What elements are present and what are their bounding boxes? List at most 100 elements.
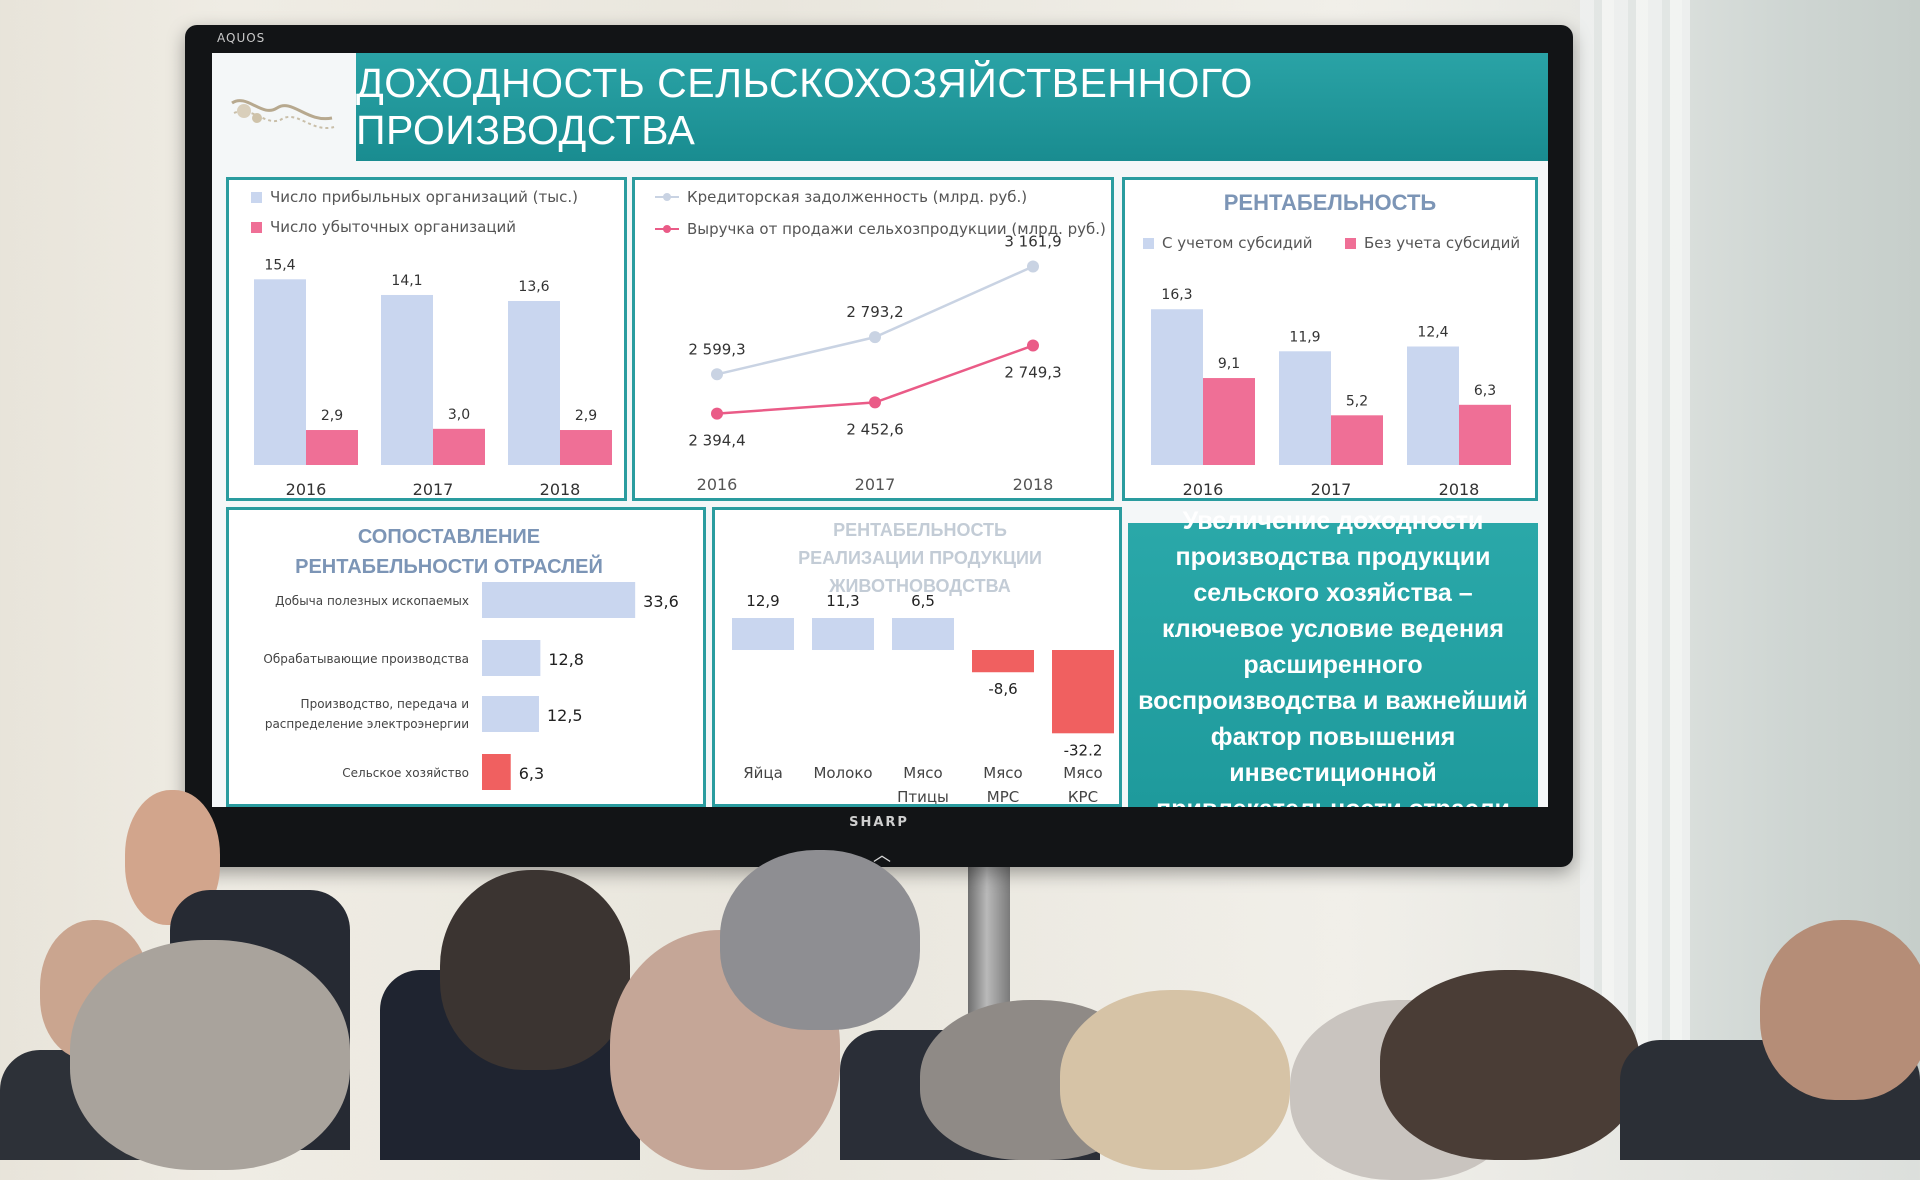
data-label: 15,4 <box>264 257 295 273</box>
panel-debt-revenue: Кредиторская задолженность (млрд. руб.) … <box>632 177 1114 501</box>
legend-line-marker-pink <box>655 225 679 233</box>
bar-4 <box>972 650 1034 673</box>
legend-label: Кредиторская задолженность (млрд. руб.) <box>687 188 1028 206</box>
panel-title: СОПОСТАВЛЕНИЕ РЕНТАБЕЛЬНОСТИ ОТРАСЛЕЙ <box>295 526 603 578</box>
data-point <box>711 407 723 420</box>
emblem-logo-icon <box>231 99 335 130</box>
data-label: 13,6 <box>518 279 549 295</box>
legend-label: Выручка от продажи сельхозпродукции (млр… <box>687 220 1106 238</box>
audience <box>0 790 1920 1180</box>
data-label: 33,6 <box>643 592 679 611</box>
legend-line-marker-grey <box>655 193 679 201</box>
bar-3 <box>892 618 954 650</box>
data-label: 9,1 <box>1218 356 1240 372</box>
category-label: Мясо <box>983 764 1022 782</box>
bar-blue-2017 <box>381 294 433 465</box>
legend-item-with-subsidies: С учетом субсидий <box>1143 234 1312 252</box>
bar-5 <box>1052 650 1114 734</box>
legend-swatch-pink <box>1345 237 1356 249</box>
bar-blue-2016 <box>254 279 306 465</box>
data-label: 11,3 <box>826 592 859 610</box>
data-point <box>869 331 881 344</box>
x-tick-label: 2018 <box>1439 480 1480 498</box>
tv-brand-top: AQUOS <box>217 31 266 45</box>
livestock-bar-chart: 12,9 Яйца 11,3 Молоко 6,5 Мясо Птицы -8,6 Мясо МР… <box>732 592 1114 804</box>
legend-label: С учетом субсидий <box>1162 234 1313 252</box>
key-message-callout: Увеличение доходности производства проду… <box>1128 507 1538 807</box>
tv-screen: ДОХОДНОСТЬ СЕЛЬСКОХОЗЯЙСТВЕННОГО ПРОИЗВО… <box>212 53 1548 807</box>
data-label: 12,5 <box>547 706 583 725</box>
data-label: -8,6 <box>988 680 1017 698</box>
legend-item-profitable: Число прибыльных организаций (тыс.) <box>251 188 578 206</box>
category-label: Сельское хозяйство <box>342 766 469 780</box>
x-tick-label: 2017 <box>855 475 896 494</box>
data-label: 6,5 <box>911 592 935 610</box>
tv-brand-bottom: SHARP <box>849 815 909 830</box>
legend-swatch-blue <box>1143 237 1154 249</box>
slide-title: ДОХОДНОСТЬ СЕЛЬСКОХОЗЯЙСТВЕННОГО ПРОИЗВО… <box>356 60 1253 153</box>
bar-pink-2018 <box>1459 404 1511 465</box>
data-label: 14,1 <box>391 273 422 289</box>
person-head <box>1380 970 1640 1160</box>
debt-revenue-line-chart: 2 599,3 2 793,2 3 161,9 2 394,4 2 452,6 2 749… <box>688 232 1061 494</box>
person-head <box>70 940 350 1170</box>
x-tick-label: 2016 <box>286 480 327 498</box>
legend-swatch-pink <box>251 221 262 233</box>
category-label: МРС <box>987 788 1019 804</box>
data-point <box>1027 260 1039 273</box>
data-label: -32.2 <box>1064 741 1103 759</box>
data-label: 2 599,3 <box>688 340 745 358</box>
data-label: 2 394,4 <box>688 432 745 450</box>
category-label: Птицы <box>897 788 949 804</box>
data-label: 5,2 <box>1346 393 1368 409</box>
bar-2 <box>482 640 541 676</box>
bar-1 <box>732 618 794 650</box>
category-label: Молоко <box>813 764 872 782</box>
x-tick-label: 2018 <box>1013 475 1054 494</box>
panel-profitability: РЕНТАБЕЛЬНОСТЬ С учетом субсидий Без уче… <box>1122 177 1538 501</box>
legend-item-revenue: Выручка от продажи сельхозпродукции (млр… <box>655 220 1106 238</box>
slide-header: ДОХОДНОСТЬ СЕЛЬСКОХОЗЯЙСТВЕННОГО ПРОИЗВО… <box>356 53 1548 161</box>
category-label: Обрабатывающие производства <box>263 652 469 666</box>
bar-pink-2017 <box>433 428 485 465</box>
bar-blue-2017 <box>1279 351 1331 465</box>
panel-industries: СОПОСТАВЛЕНИЕ РЕНТАБЕЛЬНОСТИ ОТРАСЛЕЙ 33… <box>226 507 706 807</box>
person-head <box>720 850 920 1030</box>
x-tick-label: 2017 <box>413 480 454 498</box>
category-label: Мясо <box>903 764 942 782</box>
x-tick-label: 2018 <box>540 480 581 498</box>
legend-swatch-blue <box>251 191 262 203</box>
legend-item-unprofitable: Число убыточных организаций <box>251 218 516 236</box>
data-label: 12,8 <box>548 650 584 669</box>
panel-title: РЕНТАБЕЛЬНОСТЬ <box>1223 190 1437 215</box>
tv-monitor: AQUOS ДОХОДНОСТЬ СЕЛЬСКОХОЗЯЙСТВЕННОГО П… <box>185 25 1573 867</box>
data-label: 6,3 <box>1474 383 1496 399</box>
legend-label: Без учета субсидий <box>1364 234 1521 252</box>
panel-organizations: Число прибыльных организаций (тыс.) Числ… <box>226 177 627 501</box>
legend-item-without-subsidies: Без учета субсидий <box>1345 234 1520 252</box>
data-label: 3 161,9 <box>1004 232 1061 250</box>
bar-pink-2016 <box>306 430 358 465</box>
legend-label: Число убыточных организаций <box>270 218 517 236</box>
bar-2 <box>812 618 874 650</box>
data-label: 16,3 <box>1161 287 1192 303</box>
data-point <box>711 368 723 381</box>
category-label: Мясо <box>1063 764 1102 782</box>
panel-title: РЕНТАБЕЛЬНОСТЬ РЕАЛИЗАЦИИ ПРОДУКЦИИ ЖИВО… <box>798 520 1042 596</box>
person-head <box>440 870 630 1070</box>
legend-item-debt: Кредиторская задолженность (млрд. руб.) <box>655 188 1027 206</box>
data-label: 6,3 <box>519 764 544 783</box>
data-label: 2,9 <box>575 408 597 424</box>
data-label: 12,9 <box>746 592 779 610</box>
bar-pink-2016 <box>1203 378 1255 465</box>
person-head <box>1060 990 1290 1170</box>
bar-3 <box>482 696 539 732</box>
bar-1 <box>482 582 636 618</box>
person-head <box>1760 920 1920 1100</box>
bar-pink-2017 <box>1331 415 1383 465</box>
data-label: 3,0 <box>448 407 470 423</box>
data-point <box>869 396 881 409</box>
bar-blue-2018 <box>508 301 560 465</box>
category-label: Производство, передача и распределение эл… <box>265 697 469 731</box>
bar-blue-2018 <box>1407 346 1459 465</box>
